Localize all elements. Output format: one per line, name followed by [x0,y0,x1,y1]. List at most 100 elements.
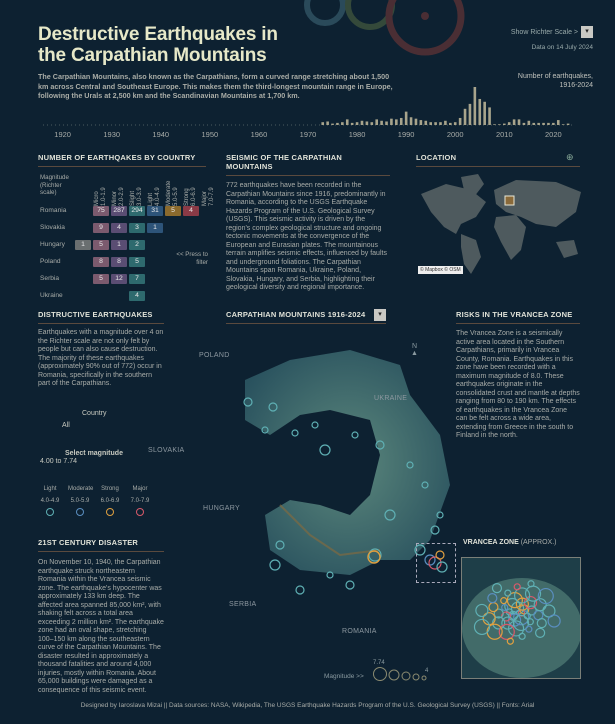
count-cell[interactable]: 5 [165,206,181,216]
histogram-bar[interactable] [552,122,555,125]
histogram-bar[interactable] [370,122,374,125]
histogram-bar[interactable] [502,123,506,125]
count-cell[interactable]: 9 [93,223,109,233]
histogram-bar[interactable] [522,122,526,125]
earthquake-marker[interactable] [501,611,512,622]
histogram-bar[interactable] [326,121,329,125]
earthquake-marker[interactable] [269,559,281,571]
earthquake-marker[interactable] [526,618,534,626]
histogram-bar[interactable] [561,124,565,125]
earthquake-marker[interactable] [406,461,414,469]
histogram-bar[interactable] [527,120,531,125]
earthquake-marker[interactable] [525,625,533,633]
earthquake-marker[interactable] [537,587,554,605]
histogram-bar[interactable] [350,122,354,125]
legend-item-major[interactable]: Major 7.0-7.9 [128,486,152,516]
histogram-bar[interactable] [395,119,398,125]
earthquake-marker[interactable] [501,603,509,612]
histogram-bar[interactable] [360,120,364,125]
count-cell[interactable]: 1 [75,240,91,250]
earthquake-marker[interactable] [268,402,278,412]
earthquake-marker[interactable] [513,587,531,604]
earthquake-marker[interactable] [507,620,525,637]
count-cell[interactable]: 5 [93,240,109,250]
earthquake-marker[interactable] [436,511,444,519]
country-row-label[interactable]: Slovakia [40,224,65,231]
earthquake-marker[interactable] [526,605,537,616]
histogram-bar[interactable] [365,121,369,125]
carpathian-map[interactable] [150,325,590,670]
histogram-bar[interactable] [449,122,452,125]
count-cell[interactable]: 1 [147,223,163,233]
histogram-bar[interactable] [385,121,388,125]
histogram-bar[interactable] [414,118,418,125]
histogram-bar[interactable] [537,122,540,125]
earthquake-marker[interactable] [518,632,526,640]
histogram-bar[interactable] [390,118,393,125]
earthquake-marker[interactable] [513,583,521,591]
richter-scale-toggle[interactable]: Show Richter Scale > ▾ [511,26,593,38]
earthquake-marker[interactable] [547,614,561,628]
count-cell[interactable]: 75 [93,206,109,216]
count-cell[interactable]: 294 [129,206,145,216]
country-row-label[interactable]: Poland [40,258,61,265]
country-row-label[interactable]: Romania [40,207,67,214]
histogram-bar[interactable] [375,119,379,125]
earthquake-marker[interactable] [421,481,429,489]
world-map[interactable] [416,172,586,277]
count-cell[interactable]: 7 [129,274,145,284]
country-row-label[interactable]: Ukraine [40,292,63,299]
earthquake-marker[interactable] [498,623,515,641]
map-attribution[interactable]: © Mapbox © OSM [418,266,463,274]
earthquake-marker[interactable] [527,580,535,588]
earthquake-marker[interactable] [533,598,547,612]
magnitude-range-value[interactable]: 4.00 to 7.74 [40,458,77,465]
histogram-bar[interactable] [542,122,545,125]
histogram-bar[interactable] [341,122,344,125]
histogram-bar[interactable] [444,120,447,125]
histogram-bar[interactable] [517,119,521,125]
histogram-bar[interactable] [321,122,325,125]
earthquake-marker[interactable] [491,583,503,594]
count-cell[interactable]: 4 [183,206,199,216]
histogram-bar[interactable] [473,87,477,125]
histogram-bar[interactable] [468,103,472,125]
earthquake-marker[interactable] [291,429,299,437]
earthquake-marker[interactable] [473,618,491,636]
histogram-bar[interactable] [336,122,339,125]
earthquake-marker[interactable] [500,597,508,605]
zoom-icon[interactable]: ⊕ [566,152,574,162]
count-cell[interactable]: 8 [93,257,109,267]
histogram-bar[interactable] [380,120,383,125]
earthquake-marker[interactable] [487,593,498,604]
earthquake-marker[interactable] [536,618,547,629]
count-cell[interactable]: 4 [111,223,127,233]
vrancea-inset-map[interactable] [461,557,581,679]
earthquake-marker[interactable] [351,431,359,439]
histogram-bar[interactable] [424,120,428,125]
count-cell[interactable]: 12 [111,274,127,284]
country-filter-value[interactable]: All [62,422,70,429]
earthquake-marker[interactable] [345,580,355,590]
histogram-bar[interactable] [547,122,550,125]
histogram-bar[interactable] [331,123,334,125]
earthquake-marker[interactable] [504,589,512,597]
histogram-bar[interactable] [355,122,359,125]
earthquake-marker[interactable] [535,627,546,638]
histogram-bar[interactable] [566,123,570,125]
histogram-bar[interactable] [478,98,482,125]
earthquake-marker[interactable] [319,444,331,456]
earthquake-marker[interactable] [384,509,396,521]
earthquake-marker[interactable] [414,544,426,556]
histogram-bar[interactable] [532,122,536,125]
histogram-bar[interactable] [453,122,457,125]
histogram-bar[interactable] [493,124,496,125]
country-row-label[interactable]: Serbia [40,275,60,282]
earthquake-marker[interactable] [311,421,319,429]
legend-item-strong[interactable]: Strong 6.0-6.9 [98,486,122,516]
count-cell[interactable]: 31 [147,206,163,216]
histogram-bar[interactable] [463,108,467,125]
earthquake-marker[interactable] [275,540,285,550]
count-cell[interactable]: 287 [111,206,127,216]
histogram-bar[interactable] [507,122,511,125]
